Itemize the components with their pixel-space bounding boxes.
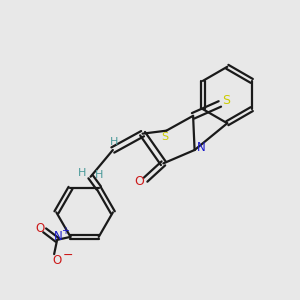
- Text: N: N: [54, 230, 63, 243]
- Text: O: O: [36, 222, 45, 235]
- Text: H: H: [78, 168, 86, 178]
- Text: S: S: [222, 94, 230, 107]
- Text: O: O: [52, 254, 62, 267]
- Text: −: −: [62, 249, 73, 262]
- Text: +: +: [61, 226, 68, 236]
- Text: O: O: [134, 175, 144, 188]
- Text: H: H: [110, 137, 118, 147]
- Text: N: N: [197, 141, 206, 154]
- Text: S: S: [161, 132, 168, 142]
- Text: H: H: [95, 170, 103, 180]
